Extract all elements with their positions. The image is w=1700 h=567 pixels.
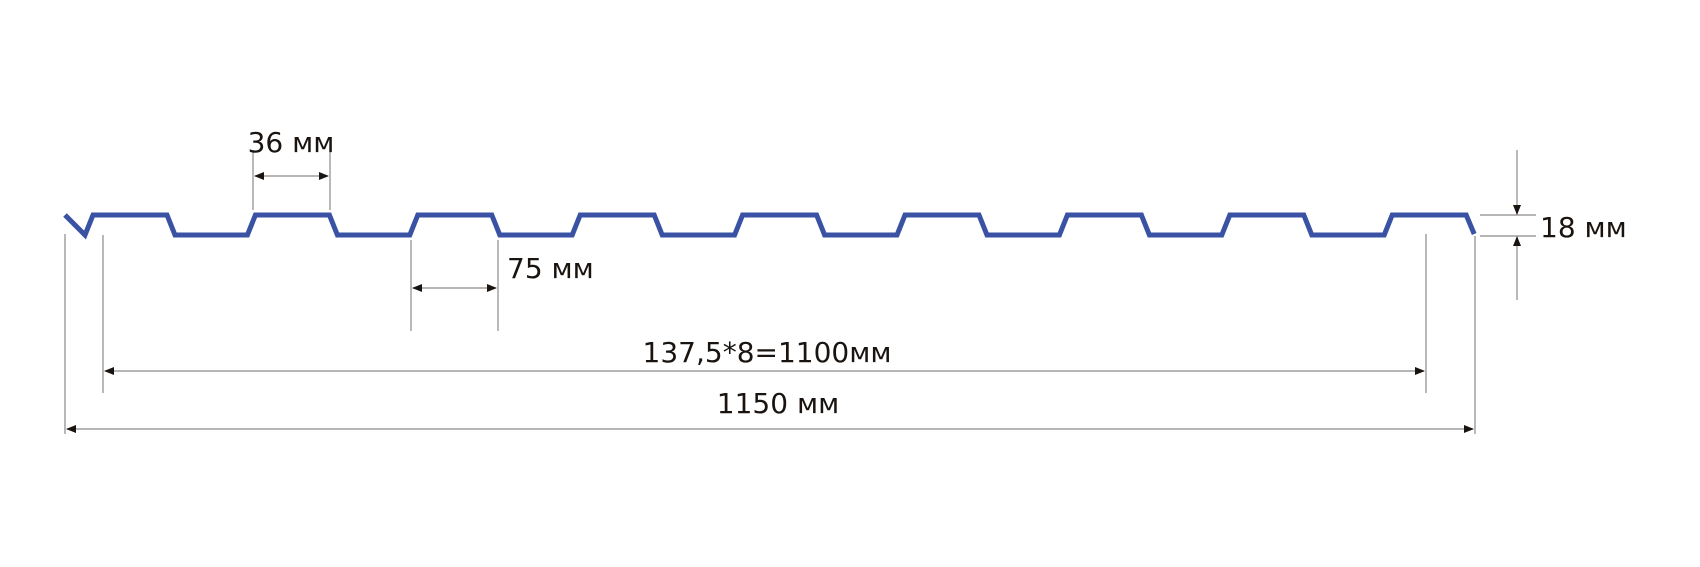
total-width-label: 1150 мм (717, 387, 839, 420)
working-width-dimension: 137,5*8=1100мм (102, 234, 1427, 393)
valley-width-dimension: 75 мм (410, 240, 594, 331)
sheet-profile-line (63, 212, 1477, 240)
crest-width-dimension: 36 мм (248, 126, 335, 210)
working-width-label: 137,5*8=1100мм (643, 336, 892, 369)
height-dimension: 18 мм (1480, 150, 1627, 300)
height-label: 18 мм (1540, 211, 1627, 244)
total-width-dimension: 1150 мм (64, 234, 1476, 434)
valley-width-label: 75 мм (507, 252, 594, 285)
crest-width-label: 36 мм (248, 126, 335, 159)
